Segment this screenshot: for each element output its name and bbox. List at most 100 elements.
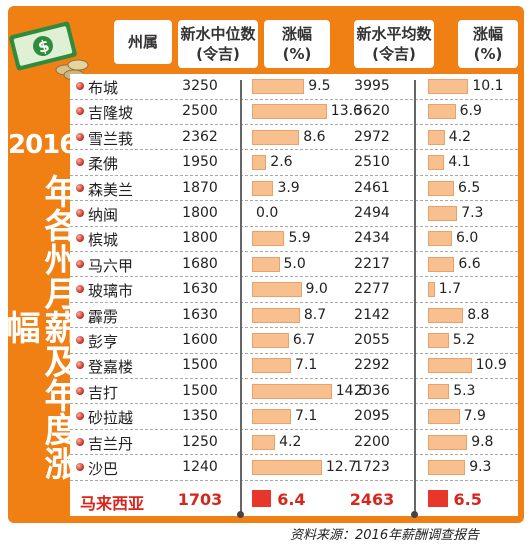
state-name: 登嘉楼 xyxy=(88,358,134,377)
median-salary: 1240 xyxy=(182,459,218,475)
median-growth-value: 5.9 xyxy=(288,230,311,247)
mean-salary: 2277 xyxy=(354,281,390,298)
bullet-icon xyxy=(76,336,84,344)
mean-growth-bar xyxy=(428,104,456,120)
bullet-icon xyxy=(76,234,84,243)
total-row: 马来西亚 1703 6.4 2463 6.5 xyxy=(70,482,518,516)
mean-growth-bar xyxy=(428,333,449,348)
mean-growth-bar xyxy=(428,383,450,399)
header-median-growth: 涨幅 (%) xyxy=(264,20,330,68)
state-name: 砂拉越 xyxy=(88,409,134,428)
median-growth-value: 8.7 xyxy=(303,306,327,323)
table-row: 吉隆坡 2500 13.6 3620 6.9 xyxy=(70,99,518,125)
median-salary: 1630 xyxy=(182,306,218,323)
header-mean-growth-line2: (%) xyxy=(473,45,503,63)
median-growth-value: 13.6 xyxy=(330,103,362,120)
header-mean-growth: 涨幅 (%) xyxy=(458,20,518,68)
state-name: 雪兰莪 xyxy=(88,129,134,148)
state-name: 布城 xyxy=(88,79,119,97)
mean-growth-value: 4.2 xyxy=(448,128,472,145)
column-separator-left xyxy=(240,80,242,514)
median-growth-bar xyxy=(252,358,292,374)
median-growth-bar xyxy=(252,460,322,475)
median-growth-bar xyxy=(252,104,327,120)
total-state: 马来西亚 xyxy=(80,494,145,513)
header-mean-growth-line1: 涨幅 xyxy=(472,25,503,43)
mean-growth-bar xyxy=(428,434,468,450)
table-row: 柔佛 1950 2.6 2510 4.1 xyxy=(70,150,518,176)
header-mean-line1: 新水平均数 xyxy=(356,25,432,43)
mean-salary: 1723 xyxy=(354,459,390,475)
mean-growth-bar xyxy=(428,129,445,145)
mean-growth-value: 9.8 xyxy=(471,433,494,450)
median-growth-bar xyxy=(252,383,332,399)
table-row: 登嘉楼 1500 7.1 2292 10.9 xyxy=(70,353,518,379)
header-median-growth-line1: 涨幅 xyxy=(281,25,312,43)
money-icon: $ xyxy=(9,21,89,81)
median-growth-value: 9.5 xyxy=(308,78,331,94)
median-growth-value: 2.6 xyxy=(270,154,293,171)
mean-salary: 2510 xyxy=(354,154,390,171)
median-salary: 2362 xyxy=(182,128,218,145)
mean-growth-value: 10.1 xyxy=(472,78,504,94)
table-row: 彭亨 1600 6.7 2055 5.2 xyxy=(70,328,518,354)
table-row: 森美兰 1870 3.9 2461 6.5 xyxy=(70,176,518,202)
state-name: 吉隆坡 xyxy=(88,104,134,123)
median-salary: 1630 xyxy=(182,281,218,298)
mean-salary: 2434 xyxy=(354,230,390,247)
mean-salary: 2292 xyxy=(354,357,390,374)
mean-growth-bar xyxy=(428,358,472,374)
total-mean-growth: 6.5 xyxy=(453,490,482,509)
median-growth-value: 7.1 xyxy=(295,357,318,374)
mean-growth-value: 6.9 xyxy=(459,103,482,120)
title-year: 2016 xyxy=(8,130,77,160)
mean-growth-value: 6.6 xyxy=(458,255,481,272)
table-row: 玻璃市 1630 9.0 2277 1.7 xyxy=(70,277,518,303)
bullet-icon xyxy=(76,158,84,167)
bullet-icon xyxy=(76,437,84,446)
median-salary: 1600 xyxy=(182,332,218,348)
header-median-line2: (令吉) xyxy=(196,45,240,63)
median-growth-value: 5.0 xyxy=(283,255,306,272)
bullet-icon xyxy=(76,82,84,90)
median-growth-bar xyxy=(252,79,305,94)
bullet-icon xyxy=(76,463,84,471)
median-growth-value: 7.1 xyxy=(295,408,318,425)
mean-growth-bar xyxy=(428,409,460,425)
state-name: 槟城 xyxy=(88,231,119,250)
header-state: 州属 xyxy=(114,20,172,64)
mean-growth-value: 1.7 xyxy=(438,281,462,298)
table-row: 布城 3250 9.5 3995 10.1 xyxy=(70,74,518,100)
table-header: 州属 新水中位数 (令吉) 涨幅 (%) 新水平均数 (令吉) 涨幅 (%) xyxy=(70,6,524,74)
state-name: 纳闽 xyxy=(88,206,119,224)
median-growth-bar xyxy=(252,129,300,145)
median-salary: 1950 xyxy=(182,154,218,171)
mean-growth-value: 8.8 xyxy=(467,306,490,323)
bullet-icon xyxy=(76,183,84,192)
median-growth-bar xyxy=(252,434,276,450)
total-mean: 2463 xyxy=(349,490,395,509)
state-name: 柔佛 xyxy=(88,155,119,174)
mean-growth-value: 4.1 xyxy=(448,154,471,171)
median-growth-bar xyxy=(252,307,300,323)
median-growth-value: 0.0 xyxy=(256,205,279,221)
mean-growth-value: 7.3 xyxy=(461,205,484,221)
table-row: 吉打 1500 14.5 2036 5.3 xyxy=(70,379,518,405)
mean-salary: 2972 xyxy=(354,128,390,145)
median-salary: 1680 xyxy=(182,255,218,272)
median-salary: 1870 xyxy=(182,179,218,196)
state-name: 彭亨 xyxy=(88,333,119,351)
title-text: 年各州月薪及年度涨幅 xyxy=(0,174,78,480)
table-row: 砂拉越 1350 7.1 2095 7.9 xyxy=(70,404,518,430)
mean-growth-value: 5.3 xyxy=(453,382,476,399)
mean-growth-bar xyxy=(428,307,464,323)
median-salary: 1500 xyxy=(182,357,218,374)
mean-salary: 3620 xyxy=(354,103,390,120)
state-name: 玻璃市 xyxy=(88,282,134,301)
mean-growth-bar xyxy=(428,231,452,247)
state-name: 吉兰丹 xyxy=(88,434,134,453)
mean-growth-bar xyxy=(428,256,455,272)
median-salary: 3250 xyxy=(182,78,218,94)
bullet-icon xyxy=(76,310,84,319)
mean-growth-bar xyxy=(428,155,445,171)
